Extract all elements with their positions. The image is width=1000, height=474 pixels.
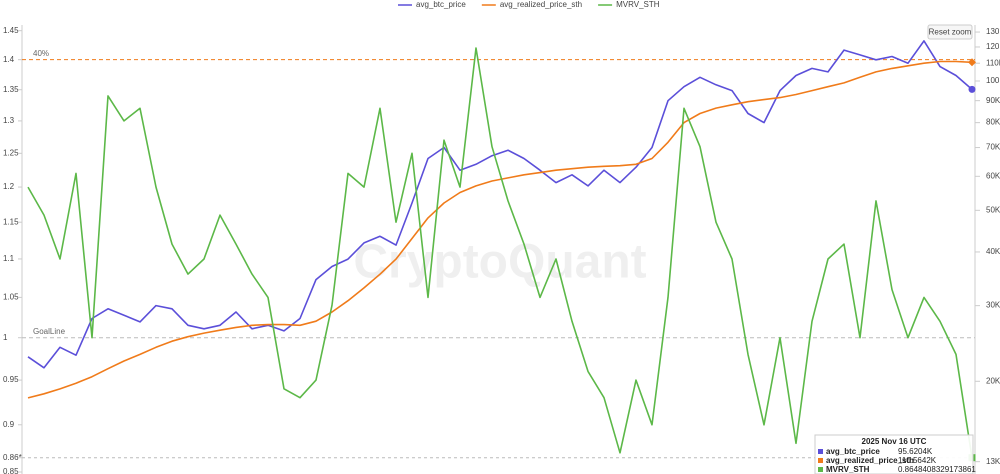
tooltip-value: 95.6204K (898, 447, 933, 456)
watermark: CryptoQuant (353, 236, 646, 289)
y-tick-label: 1.35 (3, 85, 19, 94)
tooltip-box (814, 434, 974, 474)
y-tick-label: 1.2 (3, 182, 15, 191)
y2-tick-label: 130K (986, 27, 1000, 36)
y-tick-label: 1.15 (3, 217, 19, 226)
tooltip-name: MVRV_STH (826, 465, 870, 474)
end-marker (968, 85, 976, 93)
tooltip-swatch (818, 458, 823, 463)
y2-tick-label: 60K (986, 171, 1000, 180)
y2-tick-label: 80K (986, 118, 1000, 127)
series-line (27, 60, 973, 399)
legend-label[interactable]: avg_btc_price (416, 0, 466, 9)
y-tick-label: 1.3 (3, 116, 15, 125)
y2-tick-label: 13K (986, 457, 1000, 466)
y2-tick-label: 120K (986, 42, 1000, 51)
legend-label[interactable]: MVRV_STH (616, 0, 660, 9)
y-tick-label: 0.86* (3, 453, 22, 462)
reset-zoom-label[interactable]: Reset zoom (929, 28, 972, 37)
y-tick-label: 1.05 (3, 293, 19, 302)
y-tick-label: 1.4 (3, 55, 15, 64)
y2-tick-label: 90K (986, 96, 1000, 105)
y-tick-label: 1.45 (3, 26, 19, 35)
tooltip-name: avg_realized_price_sth (826, 456, 914, 465)
tooltip-name: avg_btc_price (826, 447, 880, 456)
y-tick-label: 1 (3, 333, 8, 342)
y-tick-label: 0.85 (3, 467, 19, 474)
end-marker (968, 58, 976, 67)
y2-tick-label: 30K (986, 301, 1000, 310)
y2-tick-label: 100K (986, 76, 1000, 85)
y-tick-label: 1.25 (3, 148, 19, 157)
y2-tick-label: 50K (986, 205, 1000, 214)
y-tick-label: 1.1 (3, 254, 15, 263)
tooltip-swatch (818, 467, 823, 472)
y-tick-label: 0.9 (3, 420, 15, 429)
reset-zoom-button[interactable] (927, 24, 973, 40)
reference-label: 40% (33, 49, 49, 58)
legend-label[interactable]: avg_realized_price_sth (500, 0, 582, 9)
tooltip-value: 110.5642K (898, 456, 937, 465)
y2-tick-label: 20K (986, 376, 1000, 385)
series-line (27, 40, 973, 369)
reference-label: GoalLine (33, 327, 66, 336)
tooltip-swatch (818, 449, 823, 454)
y2-tick-label: 70K (986, 143, 1000, 152)
y2-tick-label: 40K (986, 247, 1000, 256)
y-tick-label: 0.95 (3, 375, 19, 384)
series-line (27, 47, 973, 458)
tooltip-date: 2025 Nov 16 UTC (862, 437, 927, 446)
y2-tick-label: 110K (986, 58, 1000, 67)
tooltip-value: 0.8648408329173861 (898, 465, 976, 474)
